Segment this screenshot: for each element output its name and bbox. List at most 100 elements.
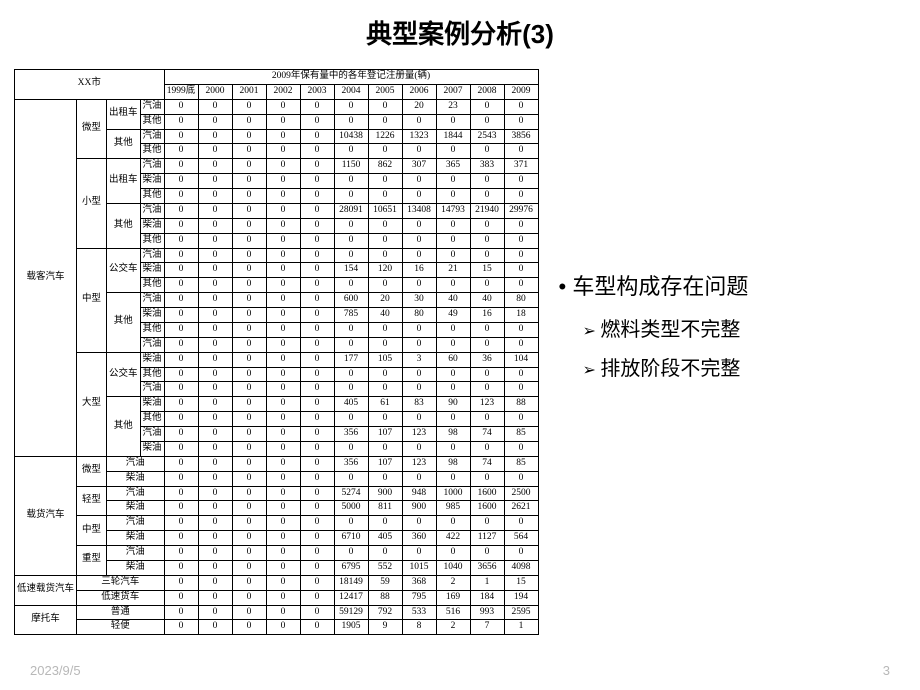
data-cell: 0 xyxy=(368,174,402,189)
data-cell: 795 xyxy=(402,590,436,605)
data-cell: 40 xyxy=(470,293,504,308)
data-cell: 3856 xyxy=(504,129,538,144)
data-cell: 0 xyxy=(402,441,436,456)
fuel-cell: 汽油 xyxy=(107,456,165,471)
data-cell: 3656 xyxy=(470,560,504,575)
data-cell: 0 xyxy=(300,486,334,501)
data-cell: 0 xyxy=(402,248,436,263)
data-cell: 993 xyxy=(470,605,504,620)
data-cell: 0 xyxy=(232,441,266,456)
data-cell: 0 xyxy=(300,441,334,456)
year-header: 1999底 xyxy=(164,84,198,99)
data-cell: 0 xyxy=(198,337,232,352)
data-cell: 0 xyxy=(198,129,232,144)
year-header: 2003 xyxy=(300,84,334,99)
data-cell: 0 xyxy=(232,99,266,114)
year-header: 2009 xyxy=(504,84,538,99)
data-cell: 0 xyxy=(368,114,402,129)
data-cell: 0 xyxy=(232,531,266,546)
data-cell: 0 xyxy=(164,159,198,174)
data-cell: 0 xyxy=(470,471,504,486)
data-cell: 0 xyxy=(300,263,334,278)
data-cell: 0 xyxy=(402,189,436,204)
data-cell: 0 xyxy=(164,203,198,218)
data-cell: 0 xyxy=(504,189,538,204)
fuel-cell: 汽油 xyxy=(140,248,164,263)
data-cell: 0 xyxy=(232,486,266,501)
data-cell: 0 xyxy=(504,174,538,189)
data-cell: 0 xyxy=(368,367,402,382)
data-cell: 1905 xyxy=(334,620,368,635)
data-cell: 0 xyxy=(232,322,266,337)
data-cell: 0 xyxy=(232,471,266,486)
data-cell: 16 xyxy=(402,263,436,278)
data-cell: 0 xyxy=(266,605,300,620)
data-cell: 4098 xyxy=(504,560,538,575)
data-cell: 107 xyxy=(368,427,402,442)
data-cell: 0 xyxy=(300,337,334,352)
data-cell: 61 xyxy=(368,397,402,412)
year-header: 2004 xyxy=(334,84,368,99)
year-header: 2008 xyxy=(470,84,504,99)
fuel-cell: 汽油 xyxy=(140,129,164,144)
corner-cell: XX市 xyxy=(15,70,165,100)
data-cell: 0 xyxy=(504,382,538,397)
data-cell: 0 xyxy=(436,337,470,352)
cat2-cell: 小型 xyxy=(77,159,107,248)
data-cell: 107 xyxy=(368,456,402,471)
data-cell: 0 xyxy=(402,278,436,293)
data-cell: 405 xyxy=(368,531,402,546)
data-cell: 40 xyxy=(368,308,402,323)
cat1-cell: 载货汽车 xyxy=(15,456,77,575)
year-header: 2002 xyxy=(266,84,300,99)
data-cell: 0 xyxy=(436,367,470,382)
data-cell: 1600 xyxy=(470,501,504,516)
fuel-cell: 汽油 xyxy=(140,203,164,218)
data-cell: 0 xyxy=(470,99,504,114)
data-cell: 1127 xyxy=(470,531,504,546)
data-cell: 1 xyxy=(504,620,538,635)
data-cell: 0 xyxy=(402,174,436,189)
data-cell: 0 xyxy=(232,456,266,471)
data-cell: 21 xyxy=(436,263,470,278)
data-cell: 0 xyxy=(300,189,334,204)
fuel-cell: 其他 xyxy=(140,189,164,204)
cat2-full-cell: 低速货车 xyxy=(77,590,165,605)
data-cell: 0 xyxy=(164,516,198,531)
data-cell: 0 xyxy=(470,189,504,204)
data-cell: 0 xyxy=(164,144,198,159)
data-cell: 0 xyxy=(164,278,198,293)
data-cell: 0 xyxy=(198,501,232,516)
data-cell: 365 xyxy=(436,159,470,174)
data-cell: 600 xyxy=(334,293,368,308)
data-cell: 0 xyxy=(164,99,198,114)
data-cell: 0 xyxy=(266,263,300,278)
data-cell: 0 xyxy=(198,471,232,486)
data-cell: 0 xyxy=(334,471,368,486)
data-cell: 0 xyxy=(164,590,198,605)
cat3-cell: 公交车 xyxy=(107,352,141,397)
fuel-cell: 其他 xyxy=(140,278,164,293)
data-cell: 0 xyxy=(198,367,232,382)
data-cell: 0 xyxy=(198,397,232,412)
data-cell: 862 xyxy=(368,159,402,174)
data-cell: 88 xyxy=(504,397,538,412)
cat3-cell: 出租车 xyxy=(107,99,141,129)
data-cell: 0 xyxy=(504,441,538,456)
data-cell: 356 xyxy=(334,456,368,471)
data-cell: 0 xyxy=(266,114,300,129)
fuel-cell: 其他 xyxy=(140,233,164,248)
data-cell: 10438 xyxy=(334,129,368,144)
data-cell: 0 xyxy=(436,322,470,337)
data-cell: 0 xyxy=(300,427,334,442)
data-cell: 0 xyxy=(266,233,300,248)
data-cell: 0 xyxy=(266,382,300,397)
data-cell: 14793 xyxy=(436,203,470,218)
data-cell: 0 xyxy=(436,189,470,204)
data-cell: 0 xyxy=(436,114,470,129)
data-cell: 0 xyxy=(504,516,538,531)
data-cell: 0 xyxy=(266,427,300,442)
data-cell: 0 xyxy=(436,412,470,427)
data-cell: 98 xyxy=(436,427,470,442)
data-cell: 0 xyxy=(198,233,232,248)
